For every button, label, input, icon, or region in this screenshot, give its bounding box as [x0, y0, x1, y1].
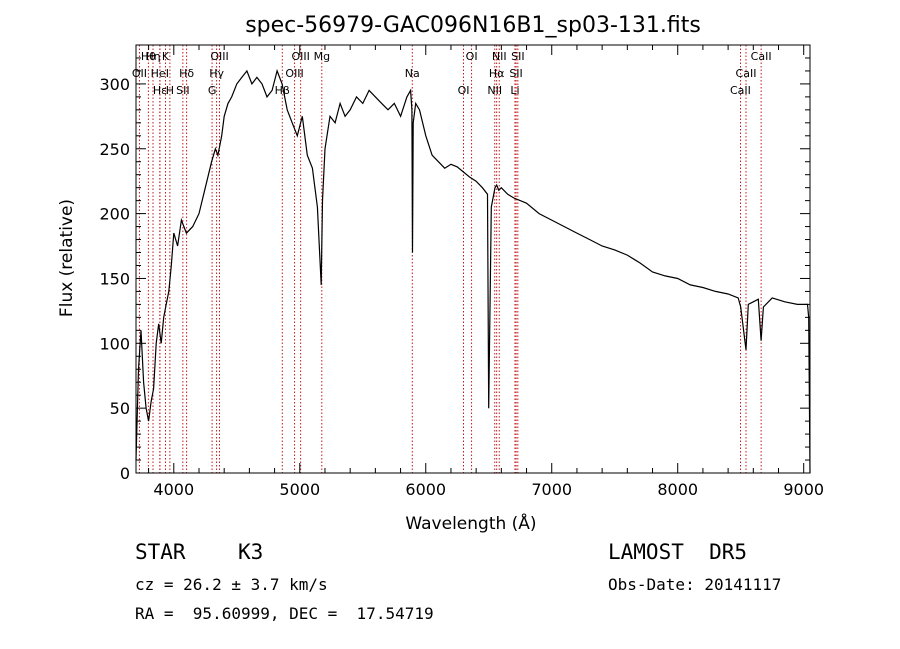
coordinates: RA = 95.60999, DEC = 17.54719	[135, 604, 434, 623]
survey-name: LAMOST DR5	[608, 540, 748, 564]
line-marker-label: OIII	[285, 67, 303, 80]
line-marker-label: Na	[405, 67, 420, 80]
line-marker-label: OI	[458, 84, 470, 97]
line-marker-label: SII	[176, 84, 189, 97]
line-marker-label: OI	[466, 50, 478, 63]
line-marker-label: Hδ	[179, 67, 194, 80]
y-tick-label: 250	[99, 140, 130, 159]
observation-date: Obs-Date: 20141117	[608, 575, 782, 594]
x-tick-label: 4000	[153, 480, 194, 499]
line-marker-label: CaII	[730, 84, 751, 97]
x-axis-label: Wavelength (Å)	[405, 512, 536, 534]
line-marker-label: NII	[487, 84, 502, 97]
x-tick-label: 6000	[405, 480, 446, 499]
y-tick-label: 0	[120, 464, 130, 483]
y-tick-label: 150	[99, 269, 130, 288]
line-marker-label: HeI	[151, 67, 169, 80]
line-marker-label: OIII	[291, 50, 309, 63]
y-tick-label: 200	[99, 205, 130, 224]
plot-frame	[135, 44, 811, 474]
spectrum-line	[135, 68, 811, 474]
line-marker-label: Hα	[489, 67, 505, 80]
line-markers	[138, 45, 762, 473]
line-marker-label: K	[162, 50, 170, 63]
chart-title: spec-56979-GAC096N16B1_sp03-131.fits	[245, 13, 701, 38]
line-marker-label: Li	[510, 84, 519, 97]
redshift-cz: cz = 26.2 ± 3.7 km/s	[135, 575, 328, 594]
x-axis-ticks: 4000 5000 6000 7000 8000 9000	[148, 45, 824, 499]
line-marker-label: G	[208, 84, 217, 97]
object-class: STAR	[135, 540, 186, 564]
line-marker-label: CaII	[736, 67, 757, 80]
line-marker-label: OIII	[210, 50, 228, 63]
line-marker-label: CaII	[751, 50, 772, 63]
line-marker-label: Hθ	[141, 50, 156, 63]
x-tick-label: 7000	[531, 480, 572, 499]
x-tick-label: 5000	[279, 480, 320, 499]
line-marker-label: Hγ	[209, 67, 224, 80]
y-axis-ticks: 0 50 100 150 200 250 300	[99, 57, 810, 483]
object-subclass: K3	[238, 540, 264, 564]
y-axis-label: Flux (relative)	[57, 199, 77, 317]
line-marker-label: OII	[132, 67, 147, 80]
line-marker-label: SII	[509, 67, 522, 80]
line-marker-label: H	[166, 84, 174, 97]
line-marker-label: SII	[511, 50, 524, 63]
line-marker-labels: Hθ OII Hε K HeI H Hη Hδ SII OIII Hγ G OIII OIII Hβ Mg Na…	[132, 50, 772, 97]
line-marker-label: Hε	[153, 84, 167, 97]
x-tick-label: 9000	[783, 480, 824, 499]
y-tick-label: 100	[99, 334, 130, 353]
line-marker-label: NII	[492, 50, 507, 63]
line-marker-label: Hη	[145, 50, 160, 63]
y-tick-label: 50	[110, 399, 130, 418]
x-tick-label: 8000	[657, 480, 698, 499]
y-tick-label: 300	[99, 75, 130, 94]
line-marker-label: Mg	[314, 50, 330, 63]
line-marker-label: Hβ	[275, 84, 290, 97]
